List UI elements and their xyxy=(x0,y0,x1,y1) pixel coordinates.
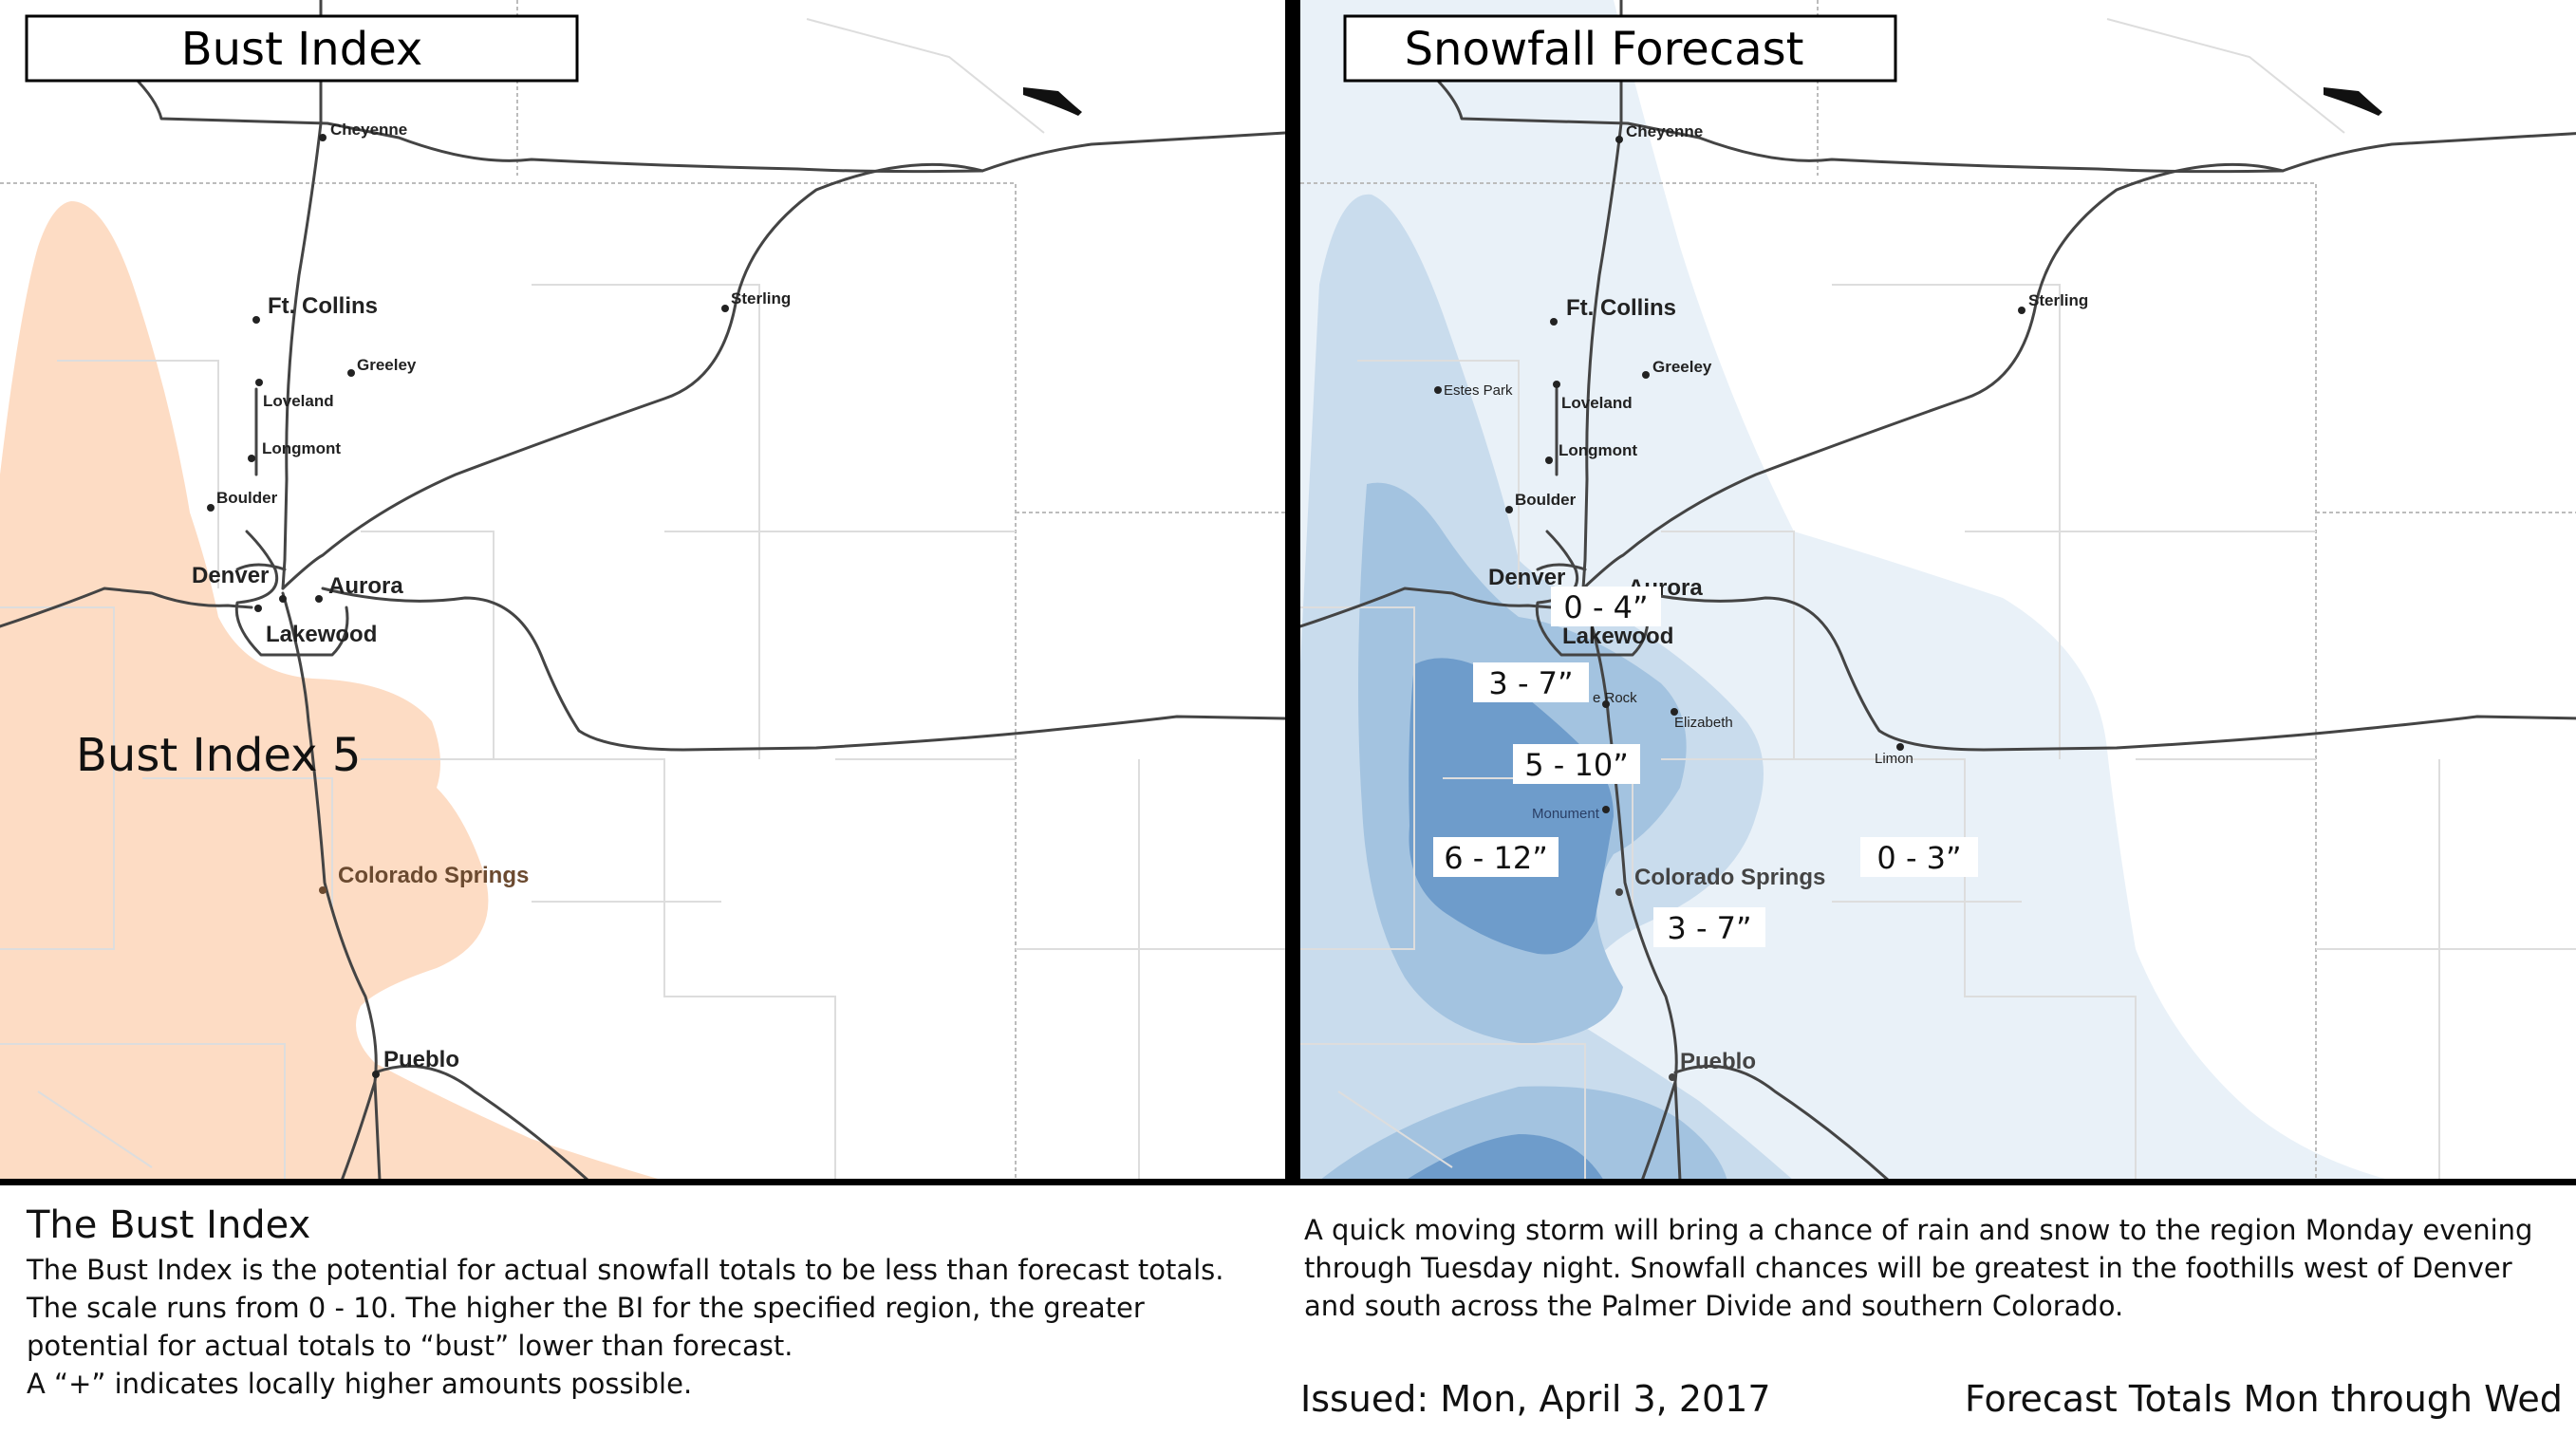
snow-label-box: 6 - 12” xyxy=(1433,837,1559,877)
bust-plus-note: A “+” indicates locally higher amounts p… xyxy=(27,1368,693,1400)
bust-index-description-text: The Bust Index is the potential for actu… xyxy=(27,1254,1224,1362)
city-lakewood: Lakewood xyxy=(1562,624,1673,649)
forecast-period: Forecast Totals Mon through Wed xyxy=(1965,1378,2563,1420)
snow-label-box: 3 - 7” xyxy=(1653,907,1765,947)
snow-label-box: 0 - 3” xyxy=(1860,837,1978,877)
city-ft-collins: Ft. Collins xyxy=(268,293,378,319)
bust-index-area xyxy=(0,201,664,1181)
city-denver: Denver xyxy=(192,563,269,588)
footer-divider xyxy=(0,1179,2576,1185)
bust-index-map xyxy=(0,0,1285,1181)
bust-index-description: The Bust Index is the potential for actu… xyxy=(27,1251,1251,1403)
city-aurora: Aurora xyxy=(328,573,403,599)
right-panel-title: Snowfall Forecast xyxy=(1405,23,1804,76)
city-ft-collins: Ft. Collins xyxy=(1566,295,1676,321)
right-city-labels: Cheyenne Ft. Collins Greeley Estes Park … xyxy=(1434,122,2088,1081)
left-city-labels: Cheyenne Ft. Collins Greeley Loveland Lo… xyxy=(192,121,791,1078)
snow-label: 3 - 7” xyxy=(1667,910,1751,946)
city-cheyenne: Cheyenne xyxy=(330,121,407,139)
city-loveland: Loveland xyxy=(1561,394,1633,412)
snow-label: 6 - 12” xyxy=(1444,840,1548,876)
snow-label: 3 - 7” xyxy=(1488,665,1573,701)
bust-index-heading: The Bust Index xyxy=(27,1203,311,1247)
panel-divider xyxy=(1285,0,1300,1184)
city-greeley: Greeley xyxy=(357,356,417,374)
city-elizabeth: Elizabeth xyxy=(1674,715,1733,731)
storm-summary: A quick moving storm will bring a chance… xyxy=(1304,1214,2533,1322)
snow-band-labels: 0 - 4” 3 - 7” 5 - 10” 6 - 12” 0 - 3” 3 -… xyxy=(1433,587,1978,947)
left-panel-title-box: Bust Index xyxy=(25,14,579,83)
city-longmont: Longmont xyxy=(262,439,341,457)
right-panel-title-box: Snowfall Forecast xyxy=(1343,14,1897,83)
snow-label-box: 0 - 4” xyxy=(1551,587,1661,626)
city-sterling: Sterling xyxy=(731,289,791,308)
bust-index-area-label: Bust Index 5 xyxy=(76,729,361,782)
snow-band-dark xyxy=(1409,658,1614,955)
city-pueblo: Pueblo xyxy=(1680,1049,1756,1074)
left-panel-title: Bust Index xyxy=(181,23,423,76)
city-greeley: Greeley xyxy=(1652,358,1712,376)
snowfall-forecast-map xyxy=(1300,0,2576,1181)
city-monument: Monument xyxy=(1532,806,1600,822)
issued-date: Issued: Mon, April 3, 2017 xyxy=(1300,1378,1771,1420)
snow-band-medium-south xyxy=(1319,1086,1727,1181)
city-boulder: Boulder xyxy=(216,489,278,507)
snow-label: 0 - 3” xyxy=(1876,840,1961,876)
snow-band-dark-south xyxy=(1405,1134,1604,1181)
snow-label-box: 3 - 7” xyxy=(1473,662,1589,702)
city-boulder: Boulder xyxy=(1515,491,1577,509)
city-colorado-springs: Colorado Springs xyxy=(1634,865,1825,890)
city-sterling: Sterling xyxy=(2028,291,2088,309)
snow-label-box: 5 - 10” xyxy=(1513,744,1640,784)
city-cheyenne: Cheyenne xyxy=(1626,122,1703,140)
city-colorado-springs: Colorado Springs xyxy=(338,863,529,888)
city-longmont: Longmont xyxy=(1559,441,1637,459)
city-loveland: Loveland xyxy=(263,392,334,410)
snow-label: 0 - 4” xyxy=(1563,589,1648,625)
city-limon: Limon xyxy=(1875,751,1913,767)
city-denver: Denver xyxy=(1488,565,1565,590)
city-pueblo: Pueblo xyxy=(383,1047,459,1072)
city-castle-rock: e Rock xyxy=(1593,690,1637,706)
snow-label: 5 - 10” xyxy=(1524,747,1629,783)
city-estes-park: Estes Park xyxy=(1444,382,1513,399)
city-lakewood: Lakewood xyxy=(266,622,377,647)
